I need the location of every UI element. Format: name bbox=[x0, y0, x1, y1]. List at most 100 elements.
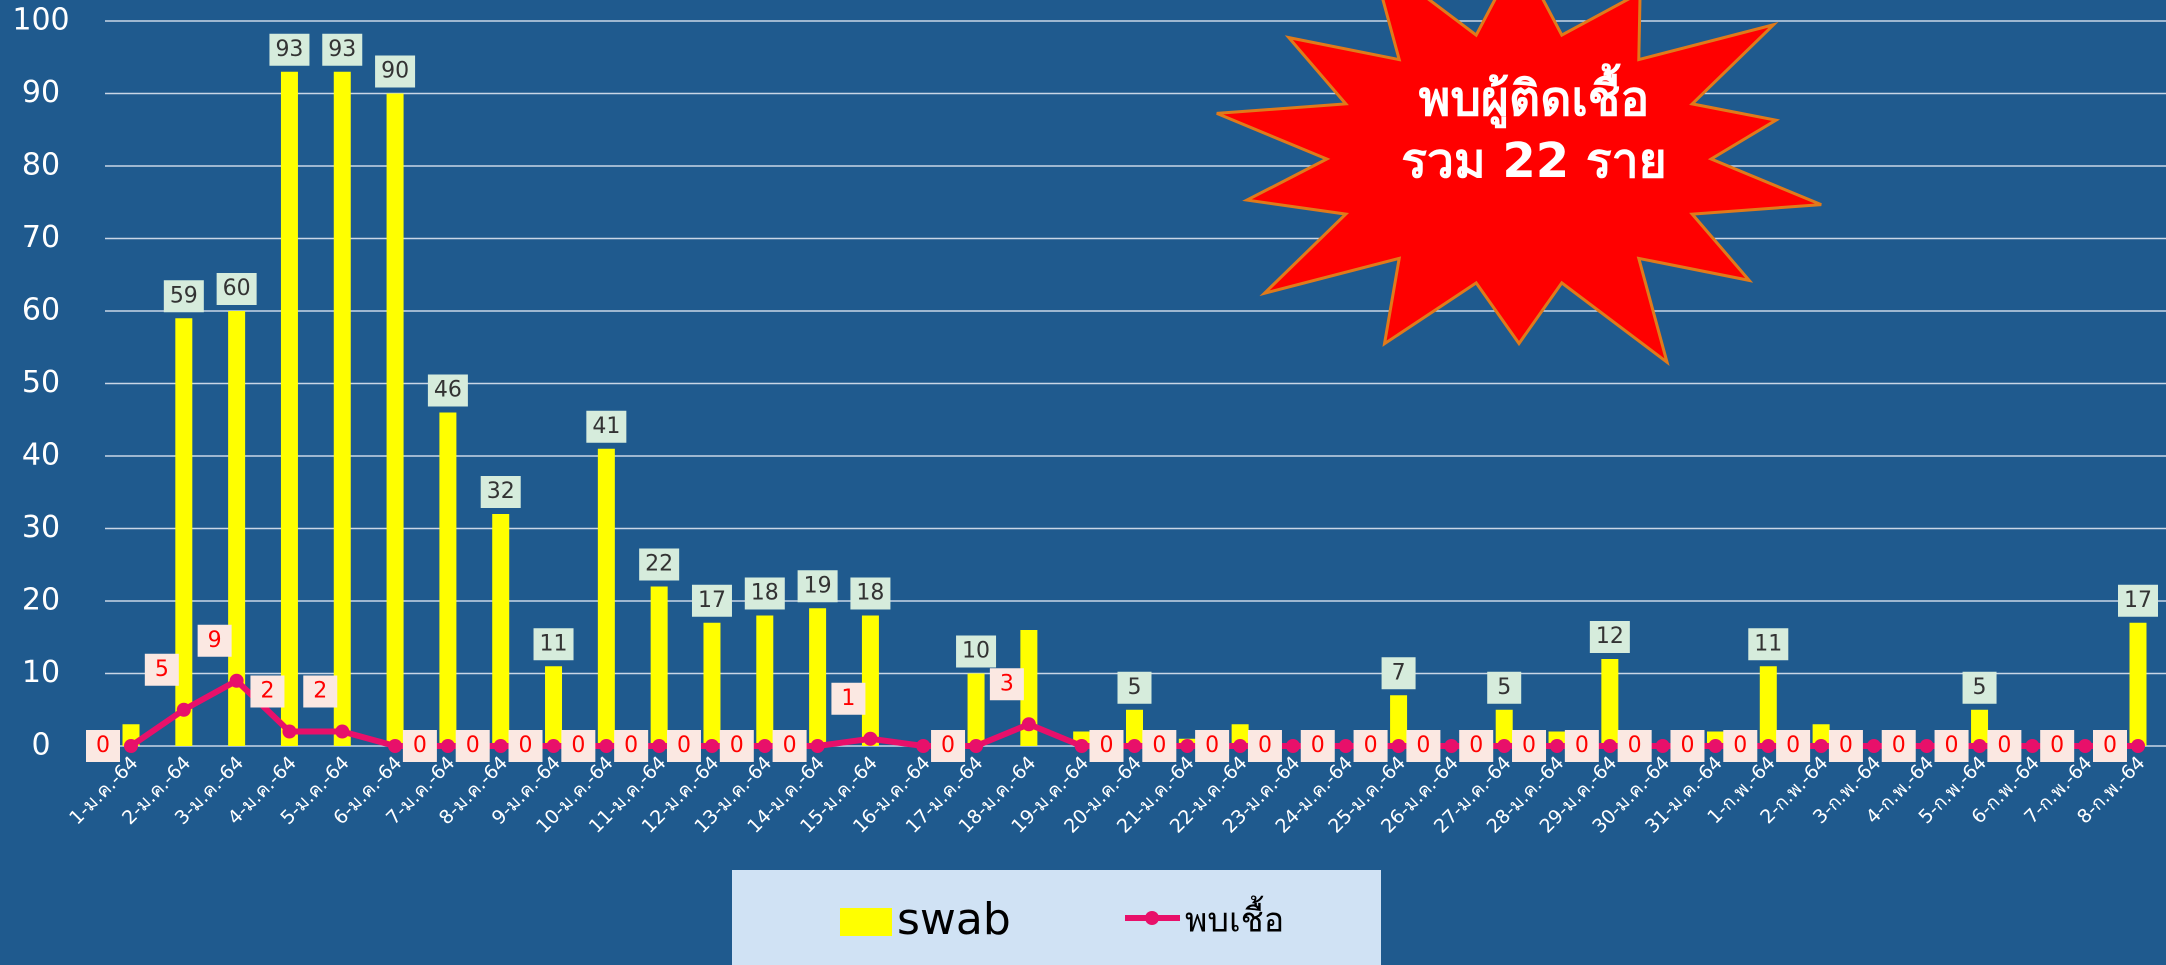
line-point bbox=[757, 739, 772, 753]
data-label-box bbox=[2093, 730, 2127, 762]
line-point bbox=[1285, 739, 1300, 753]
data-label-text: 5 bbox=[155, 657, 169, 682]
bar bbox=[175, 318, 193, 746]
data-label: 90 bbox=[375, 55, 416, 88]
y-tick-label: 70 bbox=[22, 220, 60, 255]
data-label-box bbox=[216, 273, 257, 305]
data-label: 5 bbox=[1117, 671, 1152, 704]
data-label-text: 0 bbox=[1522, 733, 1536, 758]
data-label-box bbox=[269, 33, 310, 66]
data-label-text: 0 bbox=[1416, 733, 1430, 758]
y-tick-label: 90 bbox=[22, 75, 60, 110]
data-label-text: 0 bbox=[1733, 733, 1747, 758]
data-label-text: 0 bbox=[1311, 733, 1325, 758]
data-label-text: 11 bbox=[540, 631, 568, 656]
data-label-box bbox=[1934, 730, 1969, 762]
line-point bbox=[704, 739, 719, 753]
bar bbox=[333, 71, 351, 746]
data-label: 32 bbox=[480, 476, 521, 508]
data-label-text: 0 bbox=[1152, 733, 1166, 758]
data-label-text: 17 bbox=[2124, 588, 2152, 613]
data-label: 0 bbox=[719, 730, 754, 762]
data-label-text: 46 bbox=[434, 378, 462, 403]
data-label-text: 0 bbox=[1100, 733, 1114, 758]
data-label-box bbox=[86, 730, 120, 762]
data-label-text: 5 bbox=[1128, 675, 1142, 700]
y-tick-label: 50 bbox=[22, 365, 60, 400]
data-label-box bbox=[508, 730, 543, 762]
y-tick-label: 60 bbox=[22, 293, 60, 328]
data-label-text: 0 bbox=[1205, 733, 1219, 758]
data-label: 93 bbox=[269, 33, 310, 66]
data-label-box bbox=[586, 410, 627, 443]
data-label: 0 bbox=[1776, 730, 1811, 762]
bar bbox=[967, 673, 985, 746]
data-label: 0 bbox=[666, 730, 701, 762]
data-label-box bbox=[1776, 730, 1811, 762]
data-label: 0 bbox=[2040, 730, 2075, 762]
line-point bbox=[1233, 739, 1248, 753]
line-point bbox=[1972, 739, 1987, 753]
legend-label: swab bbox=[897, 894, 1011, 945]
data-label-text: 2 bbox=[260, 679, 274, 704]
data-label: 3 bbox=[989, 668, 1024, 701]
data-label-text: 90 bbox=[381, 59, 409, 84]
starburst bbox=[1216, 0, 1822, 367]
data-label-box bbox=[1617, 730, 1652, 762]
data-label: 0 bbox=[1353, 730, 1388, 762]
data-label: 0 bbox=[1300, 730, 1335, 762]
data-label-box bbox=[719, 730, 754, 762]
data-label-text: 18 bbox=[856, 581, 884, 606]
data-label-text: 0 bbox=[783, 733, 797, 758]
data-label: 0 bbox=[1723, 730, 1758, 762]
data-label-text: 11 bbox=[1754, 631, 1782, 656]
data-label: 17 bbox=[2118, 584, 2158, 617]
data-label-text: 0 bbox=[1469, 733, 1483, 758]
data-label: 0 bbox=[1670, 730, 1705, 762]
data-label-box bbox=[797, 570, 838, 603]
data-label-box bbox=[2118, 584, 2158, 617]
data-label-box bbox=[1723, 730, 1758, 762]
data-label-text: 18 bbox=[751, 581, 779, 606]
data-label-box bbox=[1117, 671, 1152, 704]
data-label-box bbox=[772, 730, 807, 762]
line-point bbox=[1866, 739, 1881, 753]
data-label: 0 bbox=[1828, 730, 1863, 762]
data-label-box bbox=[1300, 730, 1335, 762]
data-label: 0 bbox=[1881, 730, 1916, 762]
legend-swatch bbox=[840, 908, 892, 936]
data-label-text: 2 bbox=[313, 679, 327, 704]
data-label-text: 41 bbox=[592, 414, 620, 439]
line-point bbox=[1708, 739, 1723, 753]
data-label-box bbox=[1962, 671, 1997, 704]
data-label-box bbox=[931, 730, 966, 762]
data-label-text: 59 bbox=[170, 283, 198, 308]
data-label-box bbox=[1748, 628, 1789, 661]
bar bbox=[1971, 709, 1989, 746]
line-point bbox=[916, 739, 931, 753]
y-tick-label: 30 bbox=[22, 510, 60, 545]
data-label-text: 0 bbox=[1839, 733, 1853, 758]
data-label: 0 bbox=[931, 730, 966, 762]
legend-swatch bbox=[1145, 911, 1159, 925]
data-label-text: 0 bbox=[1258, 733, 1272, 758]
data-label-text: 93 bbox=[328, 37, 356, 62]
data-label: 0 bbox=[1617, 730, 1652, 762]
data-label-text: 1 bbox=[841, 686, 855, 711]
data-label-box bbox=[744, 577, 785, 610]
data-label-box bbox=[1406, 730, 1441, 762]
data-label: 10 bbox=[956, 635, 997, 668]
data-label: 0 bbox=[614, 730, 649, 762]
data-label-box bbox=[250, 675, 285, 708]
data-label: 0 bbox=[1142, 730, 1177, 762]
y-tick-label: 20 bbox=[22, 583, 60, 618]
data-label: 93 bbox=[322, 33, 363, 66]
line-point bbox=[810, 739, 825, 753]
data-label-text: 32 bbox=[487, 479, 515, 504]
data-label: 0 bbox=[1987, 730, 2022, 762]
line-point bbox=[1074, 739, 1089, 753]
annotation: พบผู้ติดเชื้อ bbox=[1419, 63, 1649, 129]
data-label: 0 bbox=[2093, 730, 2127, 762]
line-point bbox=[863, 731, 878, 746]
